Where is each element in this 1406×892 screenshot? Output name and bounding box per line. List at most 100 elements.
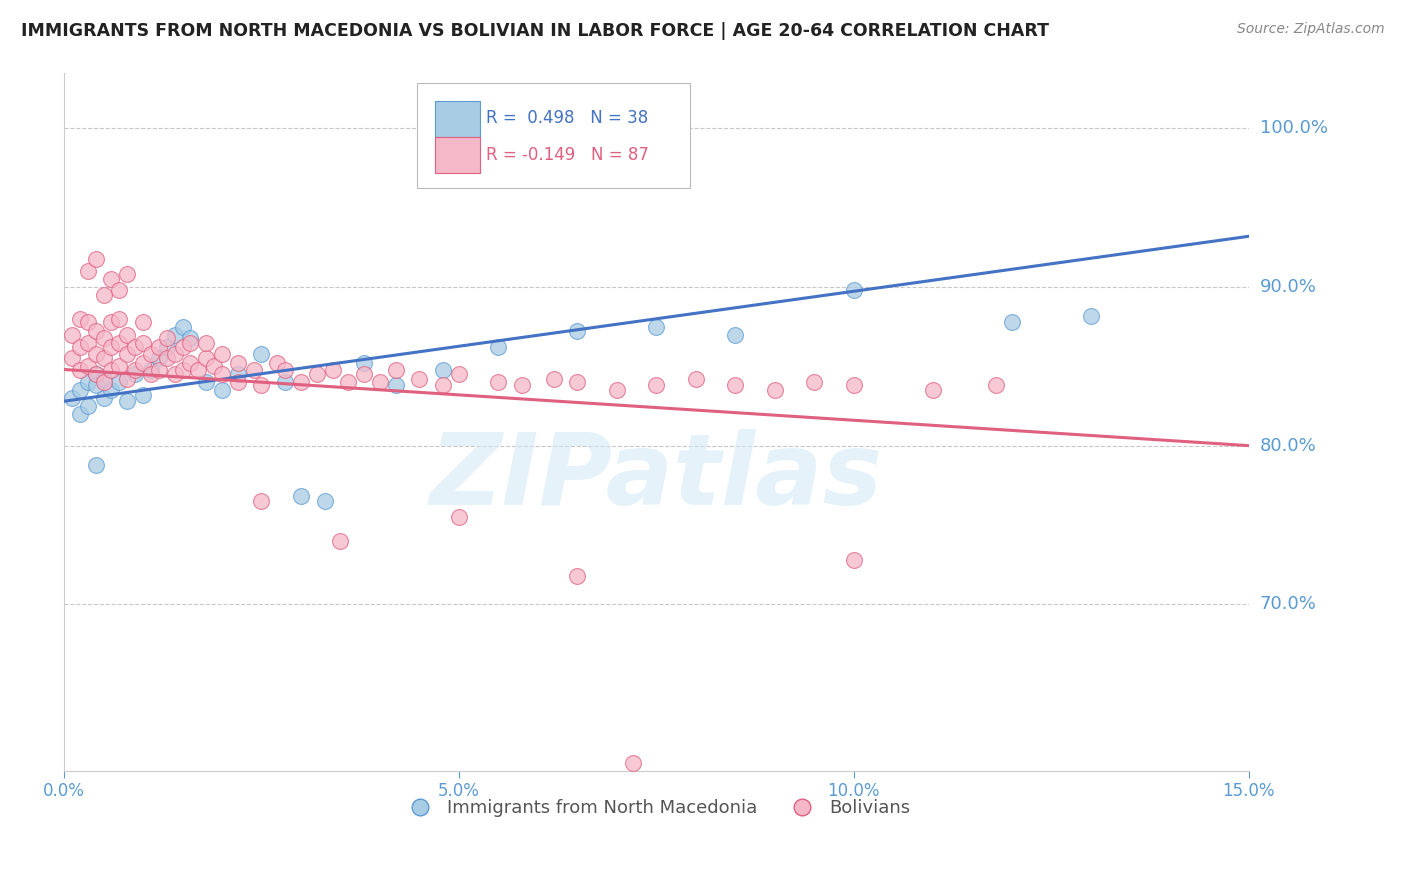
Point bbox=[132, 388, 155, 402]
Point bbox=[100, 362, 122, 376]
Point bbox=[132, 356, 155, 370]
Point bbox=[69, 340, 91, 354]
Point bbox=[202, 359, 225, 374]
Point bbox=[93, 391, 115, 405]
Point bbox=[69, 362, 91, 376]
Point bbox=[226, 356, 249, 370]
Point bbox=[274, 362, 297, 376]
Point bbox=[510, 378, 533, 392]
Legend: Immigrants from North Macedonia, Bolivians: Immigrants from North Macedonia, Bolivia… bbox=[395, 792, 918, 824]
Point bbox=[432, 362, 454, 376]
Point bbox=[685, 372, 707, 386]
Point bbox=[76, 335, 98, 350]
Point bbox=[84, 252, 107, 266]
Point bbox=[486, 340, 509, 354]
Point bbox=[337, 375, 360, 389]
Point bbox=[305, 368, 328, 382]
Point bbox=[195, 375, 218, 389]
Point bbox=[132, 315, 155, 329]
Point bbox=[447, 368, 470, 382]
Point bbox=[567, 325, 589, 339]
Point bbox=[69, 407, 91, 421]
Point bbox=[115, 268, 138, 282]
Point bbox=[163, 327, 186, 342]
Point bbox=[84, 368, 107, 382]
Point bbox=[100, 383, 122, 397]
Point bbox=[108, 311, 131, 326]
Point bbox=[93, 372, 115, 386]
Point bbox=[384, 378, 406, 392]
Point bbox=[69, 311, 91, 326]
FancyBboxPatch shape bbox=[418, 84, 689, 188]
Point bbox=[156, 351, 179, 366]
Point bbox=[1001, 315, 1024, 329]
Point bbox=[108, 335, 131, 350]
Point bbox=[93, 375, 115, 389]
Text: R =  0.498   N = 38: R = 0.498 N = 38 bbox=[485, 110, 648, 128]
Point bbox=[100, 272, 122, 286]
Text: IMMIGRANTS FROM NORTH MACEDONIA VS BOLIVIAN IN LABOR FORCE | AGE 20-64 CORRELATI: IMMIGRANTS FROM NORTH MACEDONIA VS BOLIV… bbox=[21, 22, 1049, 40]
Point bbox=[984, 378, 1007, 392]
Point bbox=[172, 319, 194, 334]
Point bbox=[172, 340, 194, 354]
Point bbox=[432, 378, 454, 392]
Point bbox=[108, 283, 131, 297]
Point bbox=[314, 494, 336, 508]
Point bbox=[567, 375, 589, 389]
Text: 100.0%: 100.0% bbox=[1260, 120, 1327, 137]
Point bbox=[163, 346, 186, 360]
Point bbox=[187, 362, 209, 376]
Text: 80.0%: 80.0% bbox=[1260, 436, 1316, 455]
Point bbox=[84, 378, 107, 392]
Point bbox=[1080, 309, 1102, 323]
Point bbox=[172, 362, 194, 376]
Point bbox=[115, 346, 138, 360]
Point bbox=[60, 391, 83, 405]
Point bbox=[84, 346, 107, 360]
Point bbox=[100, 315, 122, 329]
Point bbox=[226, 375, 249, 389]
Point bbox=[266, 356, 288, 370]
Point bbox=[139, 368, 162, 382]
Point bbox=[274, 375, 297, 389]
Point bbox=[156, 331, 179, 345]
Point bbox=[384, 362, 406, 376]
Point bbox=[124, 340, 146, 354]
Point bbox=[621, 756, 644, 770]
Point bbox=[290, 375, 312, 389]
Point bbox=[124, 368, 146, 382]
Point bbox=[803, 375, 825, 389]
Point bbox=[76, 359, 98, 374]
Point bbox=[148, 351, 170, 366]
Point bbox=[211, 383, 233, 397]
Point bbox=[100, 340, 122, 354]
FancyBboxPatch shape bbox=[434, 137, 479, 173]
Point bbox=[724, 327, 747, 342]
Text: 70.0%: 70.0% bbox=[1260, 595, 1316, 613]
Point bbox=[211, 368, 233, 382]
Point bbox=[115, 372, 138, 386]
Point bbox=[179, 356, 201, 370]
Point bbox=[290, 489, 312, 503]
Point bbox=[322, 362, 344, 376]
Point bbox=[76, 315, 98, 329]
Point bbox=[486, 375, 509, 389]
Point bbox=[76, 264, 98, 278]
Point bbox=[124, 362, 146, 376]
Point bbox=[645, 319, 668, 334]
Point bbox=[108, 359, 131, 374]
Point bbox=[84, 458, 107, 472]
Point bbox=[93, 288, 115, 302]
Point bbox=[195, 351, 218, 366]
Point bbox=[408, 372, 430, 386]
Point bbox=[60, 351, 83, 366]
Point bbox=[211, 346, 233, 360]
Point bbox=[226, 368, 249, 382]
FancyBboxPatch shape bbox=[434, 101, 479, 137]
Point bbox=[724, 378, 747, 392]
Point bbox=[139, 346, 162, 360]
Point bbox=[842, 378, 865, 392]
Point bbox=[84, 325, 107, 339]
Point bbox=[368, 375, 391, 389]
Point bbox=[60, 327, 83, 342]
